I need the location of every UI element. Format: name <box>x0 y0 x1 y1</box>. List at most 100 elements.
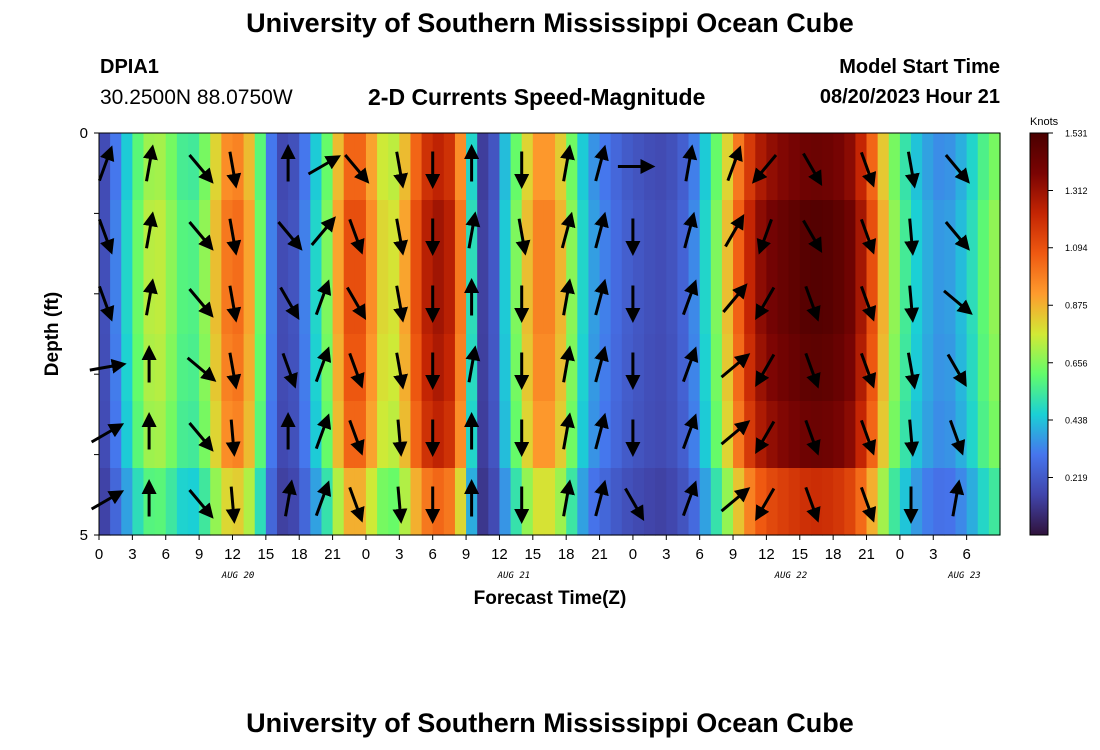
heatmap-cell <box>121 133 133 201</box>
heatmap-cell <box>966 468 979 536</box>
heatmap-cell <box>566 133 578 201</box>
current-vector <box>949 479 965 517</box>
heatmap-cell <box>655 401 667 469</box>
page-title: University of Southern Mississippi Ocean… <box>246 8 854 38</box>
heatmap-cell <box>788 267 801 335</box>
heatmap-cell <box>744 468 756 536</box>
current-vector <box>859 486 877 523</box>
heatmap-cell <box>899 200 912 268</box>
heatmap-cell <box>243 401 256 469</box>
heatmap-cell <box>432 401 445 469</box>
heatmap-cell <box>432 267 445 335</box>
heatmap-cell <box>599 267 612 335</box>
current-vector <box>226 151 242 189</box>
current-vector <box>90 423 125 444</box>
heatmap-cell <box>966 267 979 335</box>
y-tick-label: 0 <box>80 125 88 142</box>
heatmap-cell <box>454 267 467 335</box>
current-vector <box>681 346 699 383</box>
colorbar-tick-label: 1.312 <box>1065 186 1088 196</box>
heatmap-cell <box>666 468 679 536</box>
heatmap-cell <box>343 468 356 536</box>
heatmap-cell <box>688 267 701 335</box>
heatmap-cell <box>788 334 801 402</box>
heatmap-cell <box>777 468 790 536</box>
heatmap-cell <box>510 334 523 402</box>
heatmap-cell <box>777 334 790 402</box>
heatmap-cell <box>577 200 590 268</box>
heatmap-cell <box>187 133 200 201</box>
heatmap-cell <box>265 200 278 268</box>
heatmap-cell <box>755 468 767 536</box>
heatmap-cell <box>265 401 278 469</box>
heatmap-cell <box>232 133 245 201</box>
heatmap-cell <box>499 133 512 201</box>
heatmap-cell <box>577 133 590 201</box>
x-tick-label: 18 <box>291 546 308 563</box>
heatmap-cell <box>666 401 679 469</box>
date-label: AUG 22 <box>774 571 808 581</box>
heatmap-cell <box>176 267 189 335</box>
heatmap-cell <box>944 401 957 469</box>
current-vector <box>277 221 303 251</box>
heatmap-cell <box>477 133 489 201</box>
heatmap-cell <box>310 133 323 201</box>
heatmap-cell <box>343 334 356 402</box>
heatmap-cell <box>421 401 434 469</box>
heatmap-cell <box>443 200 456 268</box>
current-vector <box>465 345 481 383</box>
heatmap-cell <box>221 334 234 402</box>
heatmap-cell <box>221 133 234 201</box>
heatmap-cell <box>888 468 901 536</box>
heatmap-cell <box>365 468 378 536</box>
current-vector <box>755 487 776 521</box>
heatmap-cell <box>454 334 467 402</box>
heatmap-cell <box>666 267 679 335</box>
heatmap-cell <box>321 401 334 469</box>
heatmap-cell <box>299 267 311 335</box>
current-vector <box>348 218 365 255</box>
heatmap-cell <box>187 468 200 536</box>
heatmap-cell <box>566 401 578 469</box>
heatmap-cell <box>243 267 256 335</box>
heatmap-cell <box>377 401 389 469</box>
current-vector <box>904 151 920 189</box>
heatmap-cell <box>388 200 400 268</box>
current-vector <box>314 279 332 316</box>
current-vector <box>392 419 408 457</box>
heatmap-cell <box>777 133 790 201</box>
heatmap-cell <box>477 334 489 402</box>
heatmap-cell <box>899 133 912 201</box>
current-vector <box>804 285 821 322</box>
heatmap-cell <box>566 334 578 402</box>
heatmap-cell <box>199 401 211 469</box>
heatmap-cell <box>799 468 812 536</box>
heatmap-cell <box>610 401 623 469</box>
heatmap-cell <box>210 334 222 402</box>
heatmap-cell <box>699 200 712 268</box>
current-vector <box>143 144 158 182</box>
current-vector <box>594 479 609 517</box>
heatmap-cell <box>187 267 200 335</box>
current-vector <box>755 353 776 387</box>
current-vector <box>314 480 332 517</box>
current-vector <box>465 211 481 249</box>
heatmap-cell <box>532 200 545 268</box>
heatmap-cell <box>977 200 990 268</box>
heatmap-cell <box>733 267 745 335</box>
heatmap-cell <box>443 133 456 201</box>
current-vector <box>804 419 821 456</box>
heatmap-cell <box>744 200 756 268</box>
heatmap-cell <box>410 401 423 469</box>
heatmap-cell <box>911 267 923 335</box>
heatmap-cell <box>555 334 567 402</box>
heatmap-cell <box>810 267 823 335</box>
heatmap-cell <box>165 468 178 536</box>
current-vector <box>683 211 698 249</box>
heatmap-cell <box>421 334 434 402</box>
heatmap-cell <box>410 133 423 201</box>
heatmap-cell <box>877 267 890 335</box>
heatmap-cell <box>176 468 189 536</box>
heatmap-cell <box>165 334 178 402</box>
heatmap-cell <box>499 200 512 268</box>
